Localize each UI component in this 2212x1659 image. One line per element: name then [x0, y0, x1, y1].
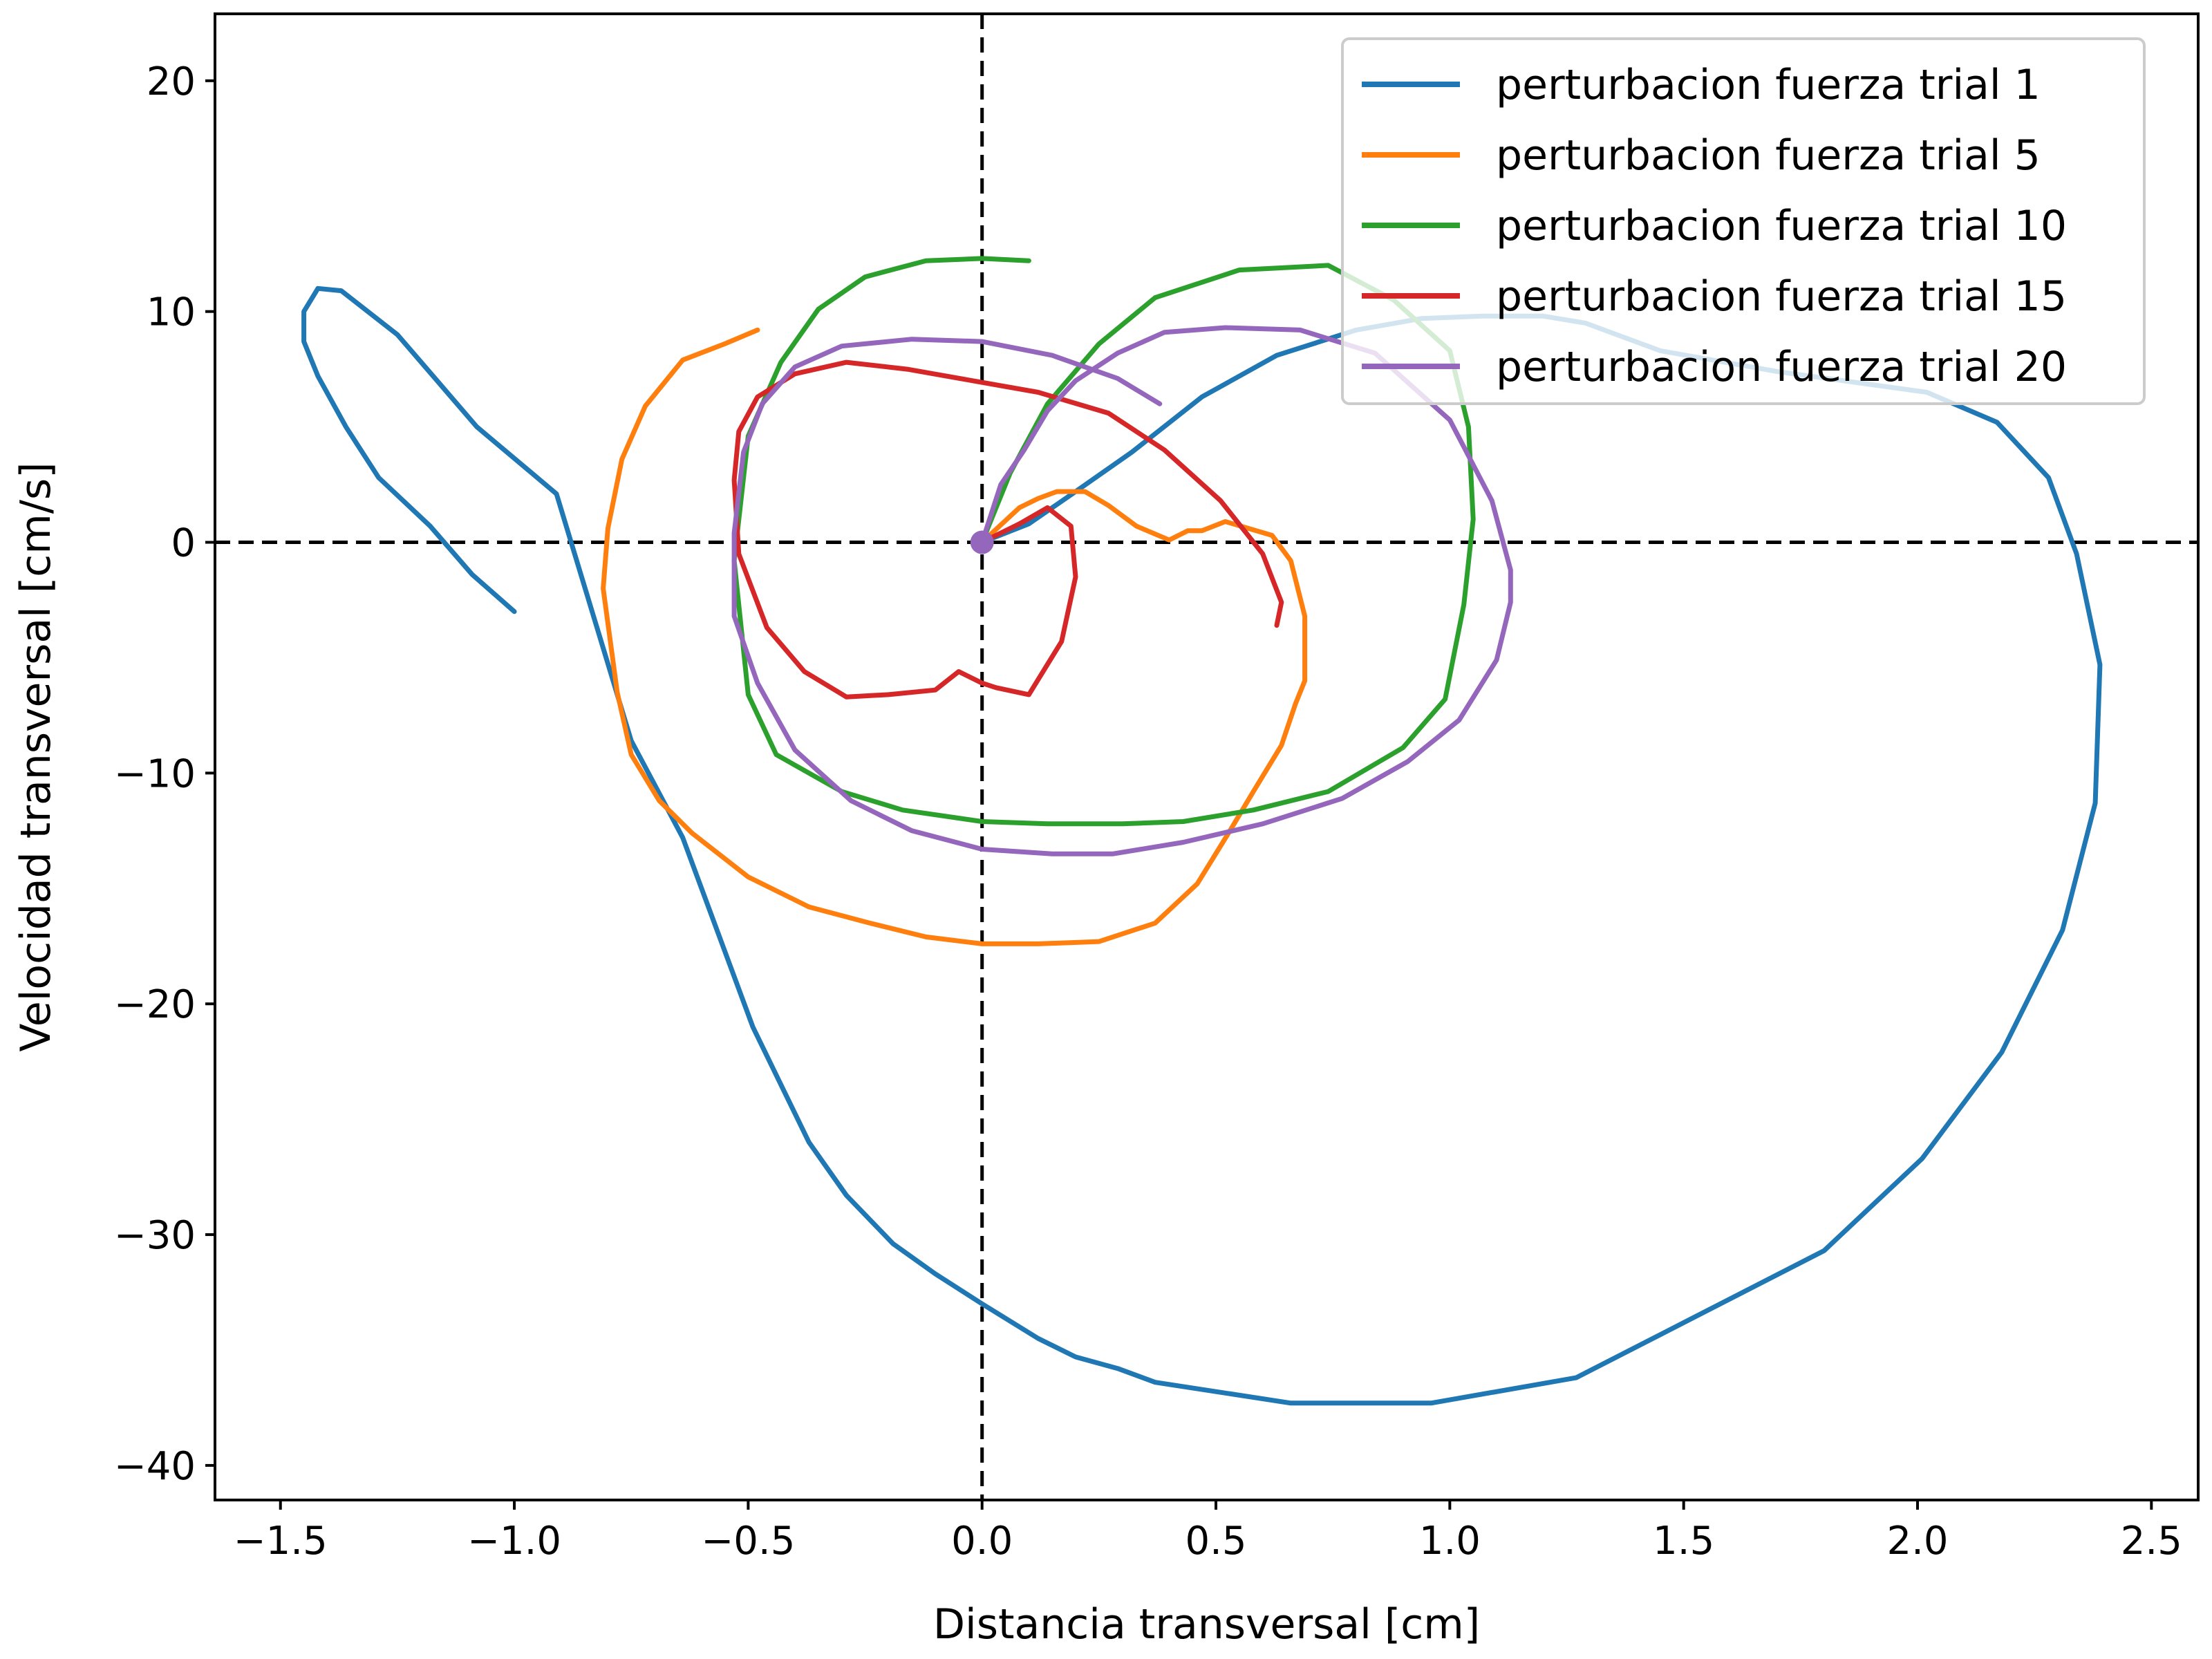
origin-marker — [970, 530, 994, 554]
x-axis-label: Distancia transversal [cm] — [933, 1600, 1480, 1649]
plot-frame — [214, 12, 2200, 1501]
legend-label-5: perturbacion fuerza trial 20 — [1496, 343, 2067, 391]
x-tick-label: −1.0 — [467, 1519, 561, 1564]
x-tick-label: 0.0 — [951, 1519, 1013, 1564]
x-tick-label: −1.5 — [234, 1519, 328, 1564]
axis-ticks: −1.5 −1.0 −0.5 0.0 0.5 1.0 1.5 2.0 2.5 20 10 0 −10 −2… — [114, 12, 2200, 1564]
series-line-4 — [731, 359, 1284, 700]
x-tick-label: 0.5 — [1185, 1519, 1247, 1564]
series-line-5 — [731, 325, 1513, 856]
y-axis-label: Velocidad transversal [cm/s] — [12, 462, 60, 1051]
x-tick-label: −0.5 — [701, 1519, 795, 1564]
series-line-3 — [731, 256, 1476, 827]
y-tick-label: −10 — [114, 751, 196, 796]
y-tick-label: −20 — [114, 982, 196, 1027]
y-tick-label: −40 — [114, 1444, 196, 1489]
y-tick-label: 20 — [147, 59, 196, 104]
legend-label-4: perturbacion fuerza trial 15 — [1496, 272, 2067, 321]
series-layer — [301, 256, 2103, 1406]
legend-label-2: perturbacion fuerza trial 5 — [1496, 131, 2041, 180]
y-tick-label: 0 — [171, 521, 196, 566]
legend-label-1: perturbacion fuerza trial 1 — [1496, 61, 2041, 109]
series-line-1 — [301, 285, 2103, 1406]
legend: perturbacion fuerza trial 1 perturbacion … — [1341, 37, 2146, 405]
x-tick-label: 1.5 — [1653, 1519, 1714, 1564]
x-tick-label: 1.0 — [1419, 1519, 1481, 1564]
y-tick-label: 10 — [147, 290, 196, 335]
x-tick-label: 2.0 — [1886, 1519, 1948, 1564]
x-tick-label: 2.5 — [2121, 1519, 2182, 1564]
zero-reference-lines — [215, 14, 2198, 1500]
legend-label-3: perturbacion fuerza trial 10 — [1496, 202, 2067, 250]
series-line-2 — [601, 327, 1308, 946]
legend-box — [1341, 37, 2146, 405]
y-tick-label: −30 — [114, 1213, 196, 1258]
